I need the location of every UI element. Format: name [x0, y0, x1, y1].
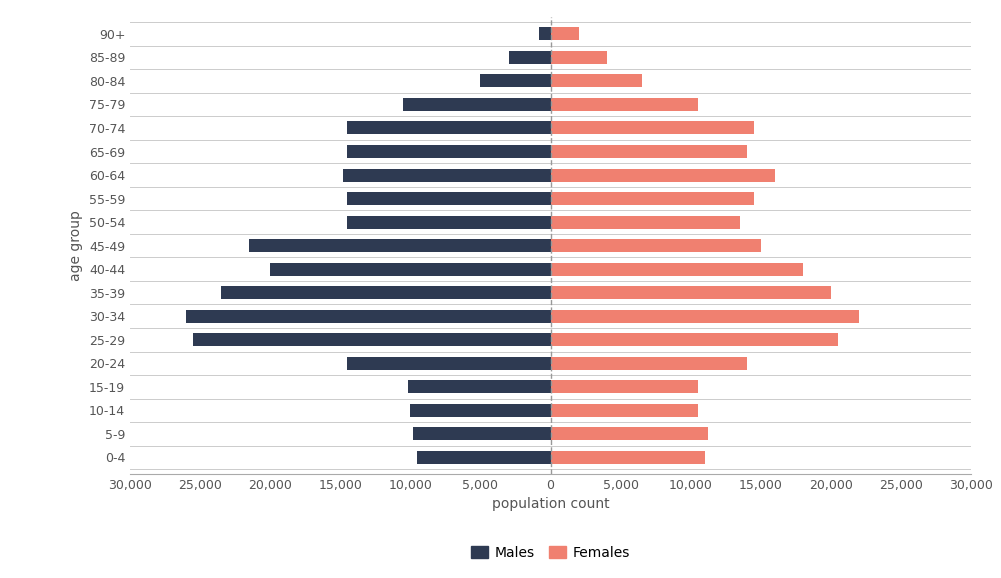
Bar — [551, 334, 838, 346]
Bar — [551, 145, 747, 158]
Bar — [551, 121, 754, 135]
Bar — [551, 169, 775, 181]
Bar — [249, 239, 551, 252]
Bar — [551, 27, 579, 40]
Bar — [551, 216, 740, 228]
Bar — [407, 380, 551, 394]
Bar — [551, 51, 607, 64]
Bar — [551, 357, 747, 370]
Bar — [551, 286, 831, 299]
Bar — [347, 145, 551, 158]
X-axis label: population count: population count — [491, 498, 610, 512]
Bar — [551, 263, 803, 276]
Bar — [551, 451, 705, 464]
Bar — [347, 192, 551, 205]
Bar — [540, 27, 551, 40]
Bar — [551, 404, 698, 417]
Bar — [551, 75, 642, 87]
Bar — [413, 428, 551, 440]
Bar — [509, 51, 551, 64]
Bar — [410, 404, 551, 417]
Bar — [193, 334, 551, 346]
Bar — [417, 451, 551, 464]
Bar — [221, 286, 551, 299]
Bar — [480, 75, 551, 87]
Bar — [551, 192, 754, 205]
Legend: Males, Females: Males, Females — [465, 540, 636, 565]
Bar — [347, 216, 551, 228]
Bar — [347, 121, 551, 135]
Bar — [343, 169, 551, 181]
Bar — [403, 98, 551, 111]
Bar — [551, 310, 859, 323]
Bar — [186, 310, 551, 323]
Bar — [551, 98, 698, 111]
Bar — [551, 428, 708, 440]
Bar — [551, 239, 761, 252]
Bar — [347, 357, 551, 370]
Bar — [270, 263, 551, 276]
Bar — [551, 380, 698, 394]
Y-axis label: age group: age group — [69, 210, 83, 281]
